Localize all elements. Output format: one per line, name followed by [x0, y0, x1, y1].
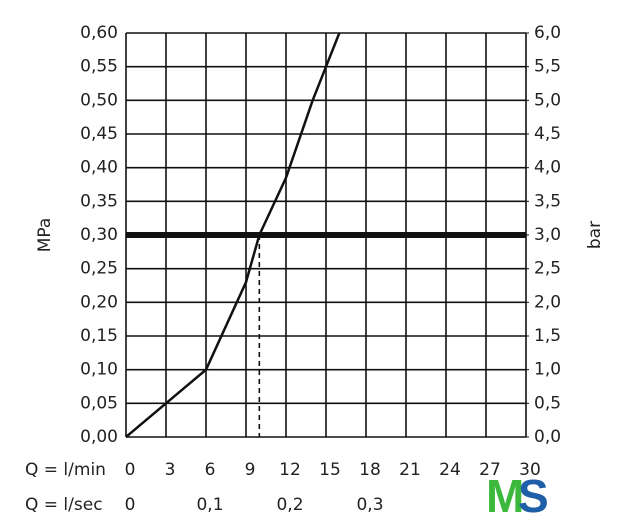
y-tick-label: 0,25: [80, 259, 118, 279]
x-tick-label: 24: [439, 460, 461, 480]
y-tick-label: 0,05: [80, 393, 118, 413]
x-tick-label: 0: [125, 460, 136, 480]
x-tick-label: 3: [165, 460, 176, 480]
x2-tick-label: 0,1: [196, 495, 223, 515]
y-tick-label: 0,50: [80, 90, 118, 110]
curve: [125, 32, 341, 438]
y2-tick-label: 0,0: [534, 427, 561, 447]
y2-tick-label: 4,0: [534, 158, 561, 178]
x-tick-label: 21: [399, 460, 421, 480]
y2-axis-label: bar: [585, 221, 605, 249]
x2-tick-label: 0,3: [356, 495, 383, 515]
x-tick-label: 6: [205, 460, 216, 480]
x-tick-label: 30: [519, 460, 541, 480]
y2-tick-label: 5,0: [534, 90, 561, 110]
x-tick-label: 9: [245, 460, 256, 480]
y2-tick-label: 0,5: [534, 393, 561, 413]
x-axis-label: Q = l/min: [25, 460, 106, 480]
y-tick-label: 0,15: [80, 326, 118, 346]
x2-tick-label: 0: [125, 495, 136, 515]
y-tick-label: 0,30: [80, 225, 118, 245]
y-tick-label: 0,10: [80, 360, 118, 380]
x-tick-label: 15: [319, 460, 341, 480]
y2-tick-label: 1,0: [534, 360, 561, 380]
x2-axis-label: Q = l/sec: [25, 495, 103, 515]
y2-tick-label: 6,0: [534, 23, 561, 43]
y2-tick-label: 3,0: [534, 225, 561, 245]
y-tick-label: 0,20: [80, 292, 118, 312]
y-tick-label: 0,60: [80, 23, 118, 43]
y2-tick-label: 1,5: [534, 326, 561, 346]
y2-tick-label: 5,5: [534, 57, 561, 77]
y-tick-label: 0,45: [80, 124, 118, 144]
y-tick-label: 0,35: [80, 191, 118, 211]
y-tick-label: 0,55: [80, 57, 118, 77]
y2-tick-label: 4,5: [534, 124, 561, 144]
y2-tick-label: 3,5: [534, 191, 561, 211]
x2-tick-label: 0,2: [276, 495, 303, 515]
y-axis-label: MPa: [35, 218, 55, 253]
x-tick-label: 18: [359, 460, 381, 480]
logo-s: S: [518, 470, 549, 522]
y-tick-label: 0,40: [80, 158, 118, 178]
y2-tick-label: 2,0: [534, 292, 561, 312]
y2-tick-label: 2,5: [534, 259, 561, 279]
y-tick-label: 0,00: [80, 427, 118, 447]
x-tick-label: 27: [479, 460, 501, 480]
x-tick-label: 12: [279, 460, 301, 480]
logo-m: M: [486, 470, 524, 522]
